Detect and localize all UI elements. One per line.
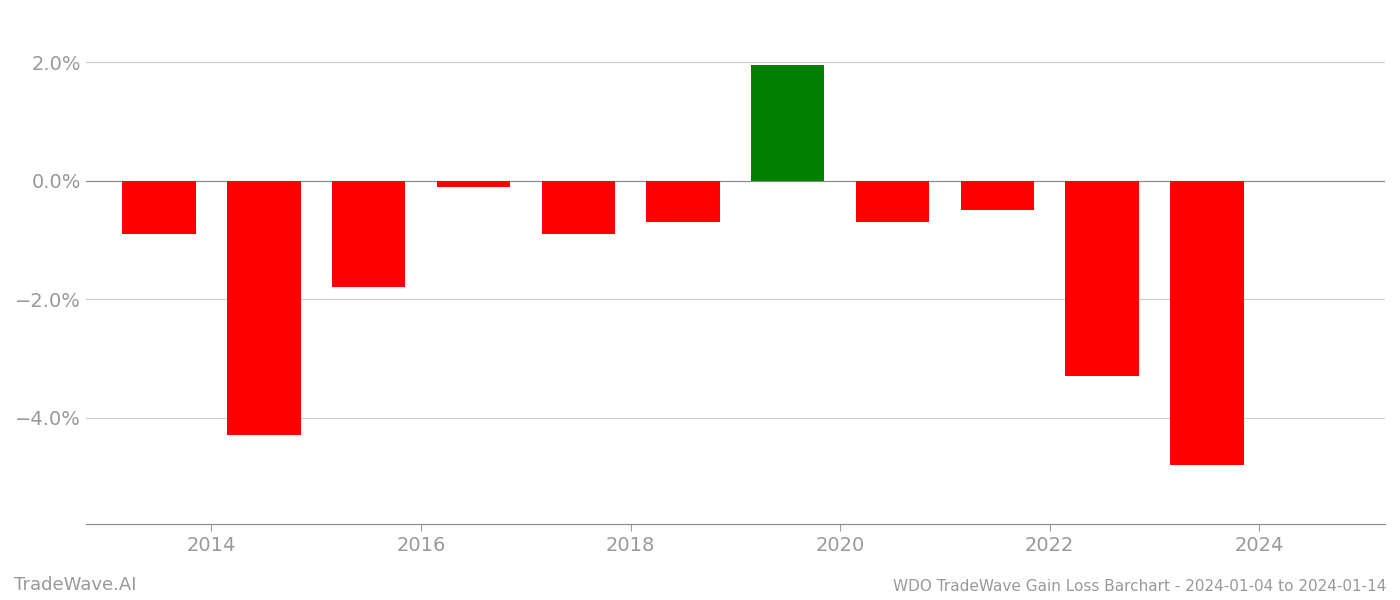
Bar — [855, 181, 930, 222]
Bar — [960, 181, 1035, 211]
Bar — [750, 65, 825, 181]
Bar — [542, 181, 615, 234]
Bar — [647, 181, 720, 222]
Bar — [227, 181, 301, 436]
Text: TradeWave.AI: TradeWave.AI — [14, 576, 137, 594]
Text: WDO TradeWave Gain Loss Barchart - 2024-01-04 to 2024-01-14: WDO TradeWave Gain Loss Barchart - 2024-… — [893, 579, 1386, 594]
Bar — [437, 181, 510, 187]
Bar — [1170, 181, 1243, 465]
Bar — [1065, 181, 1138, 376]
Bar — [122, 181, 196, 234]
Bar — [332, 181, 406, 287]
